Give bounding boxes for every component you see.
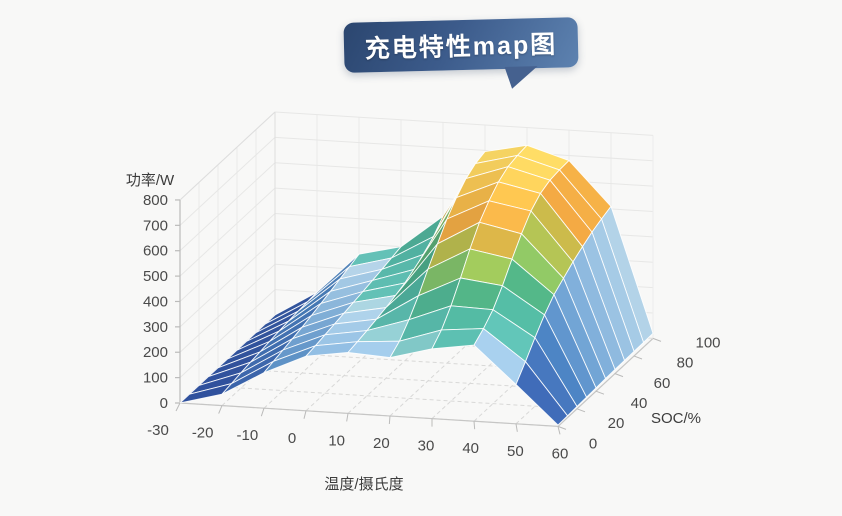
tick-label: 0: [160, 395, 168, 412]
tick-label: 60: [654, 375, 671, 392]
title-banner-box: 充电特性map图: [343, 17, 579, 89]
surface-mesh: [179, 144, 654, 426]
tick-label: 60: [552, 445, 569, 462]
tick-label: 800: [143, 192, 168, 209]
tick-label: 600: [143, 243, 168, 260]
tick-label: -30: [147, 422, 169, 439]
tick-label: 100: [143, 370, 168, 387]
tick-label: 0: [589, 435, 597, 452]
tick-label: 10: [328, 432, 345, 449]
tick-label: 100: [695, 334, 720, 351]
speech-bubble-tail-icon: [504, 66, 539, 89]
tick-label: 300: [143, 319, 168, 336]
tick-label: 400: [143, 293, 168, 310]
tick-label: 40: [462, 440, 479, 457]
tick-label: 20: [608, 415, 625, 432]
tick-label: 50: [507, 443, 524, 460]
tick-label: -20: [192, 425, 214, 442]
tick-label: 30: [418, 438, 435, 455]
page-title: 充电特性map图: [364, 30, 558, 64]
x-axis-label: 温度/摄氏度: [324, 476, 404, 493]
y-axis-label: SOC/%: [651, 410, 702, 427]
surface-cell: [515, 361, 568, 426]
title-banner: 充电特性map图: [343, 17, 579, 89]
tick-label: 700: [143, 217, 168, 234]
tick-label: -10: [236, 427, 258, 444]
tick-label: 20: [373, 435, 390, 452]
tick-label: 40: [631, 395, 648, 412]
tick-label: 200: [143, 344, 168, 361]
z-axis-label: 功率/W: [125, 172, 175, 189]
tick-label: 500: [143, 268, 168, 285]
tick-label: 80: [677, 355, 694, 372]
tick-label: 0: [288, 430, 296, 447]
